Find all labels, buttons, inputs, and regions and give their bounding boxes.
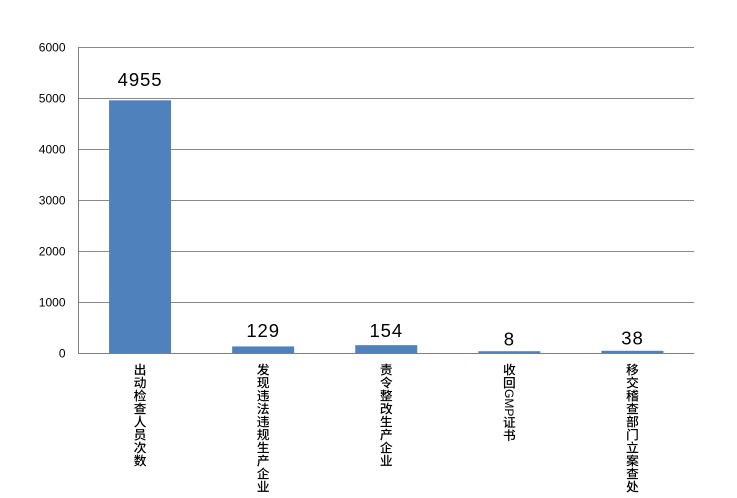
svg-text:154: 154 <box>369 320 403 341</box>
svg-text:8: 8 <box>504 329 515 350</box>
svg-text:5000: 5000 <box>39 92 66 106</box>
svg-text:0: 0 <box>59 347 66 361</box>
svg-text:2000: 2000 <box>39 245 66 259</box>
svg-text:1000: 1000 <box>39 296 66 310</box>
svg-text:129: 129 <box>246 320 280 341</box>
svg-text:GMP: GMP <box>502 389 516 416</box>
svg-text:6000: 6000 <box>39 41 66 55</box>
svg-text:4955: 4955 <box>118 69 163 90</box>
svg-text:4000: 4000 <box>39 143 66 157</box>
svg-text:38: 38 <box>621 328 643 349</box>
svg-text:3000: 3000 <box>39 194 66 208</box>
